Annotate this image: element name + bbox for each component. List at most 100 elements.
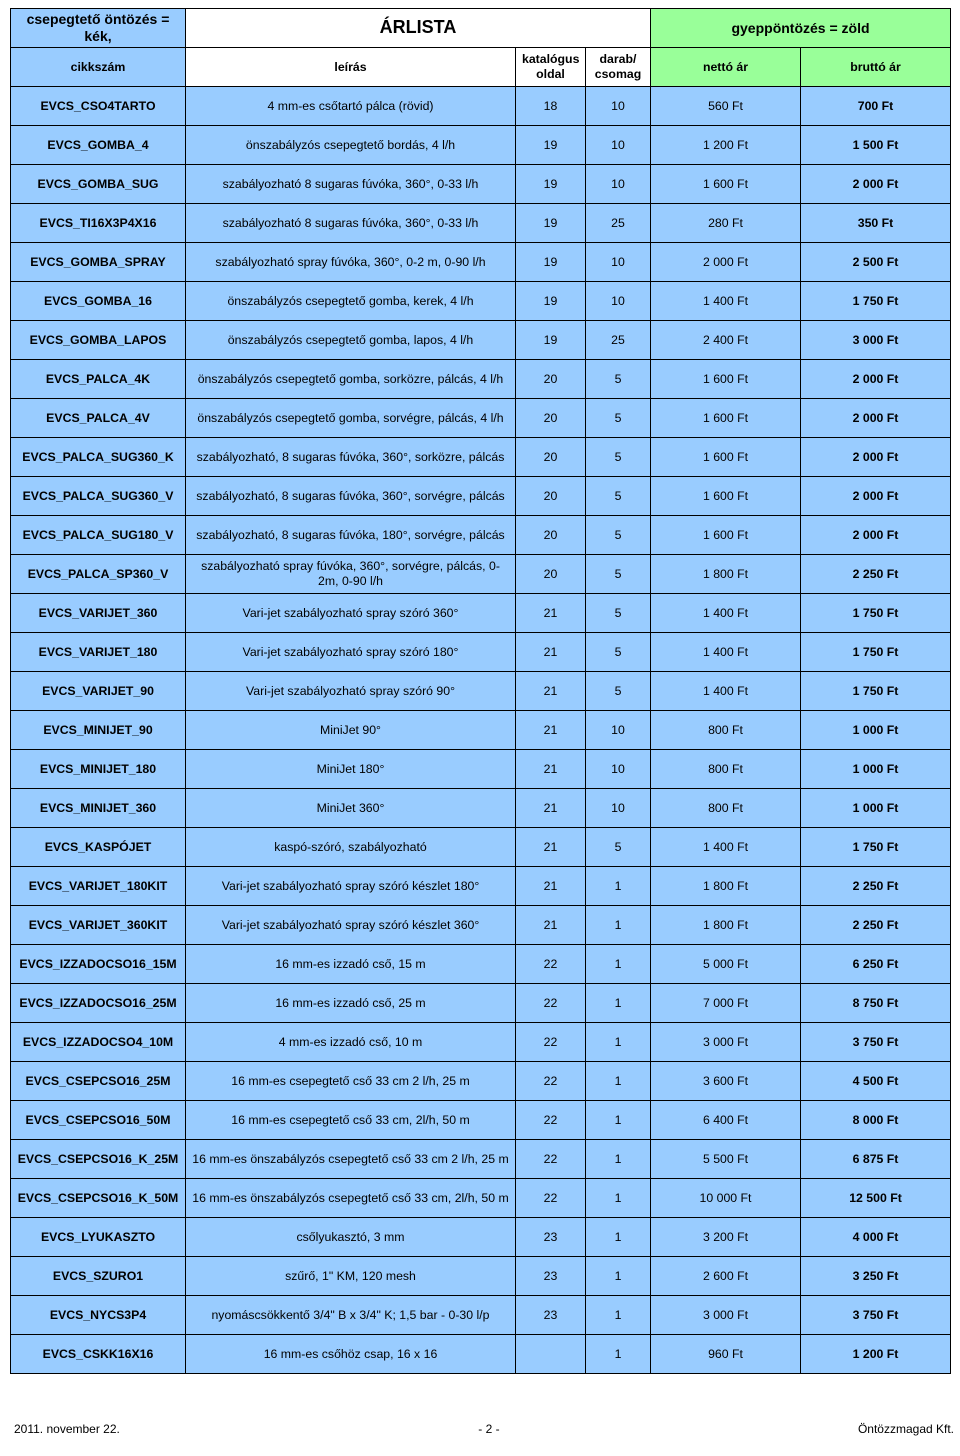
cell-desc: csőlyukasztó, 3 mm (186, 1218, 516, 1257)
cell-pack: 5 (586, 555, 651, 594)
cell-net: 1 400 Ft (651, 282, 801, 321)
table-row: EVCS_NYCS3P4nyomáscsökkentő 3/4" B x 3/4… (11, 1296, 951, 1335)
cell-desc: MiniJet 180° (186, 750, 516, 789)
table-row: EVCS_VARIJET_180KITVari-jet szabályozhat… (11, 867, 951, 906)
cell-page: 19 (516, 165, 586, 204)
table-row: EVCS_MINIJET_180MiniJet 180°2110800 Ft1 … (11, 750, 951, 789)
cell-sku: EVCS_PALCA_4K (11, 360, 186, 399)
table-row: EVCS_VARIJET_90Vari-jet szabályozható sp… (11, 672, 951, 711)
footer-date: 2011. november 22. (14, 1422, 120, 1436)
legend-drip: csepegtető öntözés = kék, (11, 9, 186, 48)
cell-gross: 3 000 Ft (801, 321, 951, 360)
table-row: EVCS_LYUKASZTOcsőlyukasztó, 3 mm2313 200… (11, 1218, 951, 1257)
table-body: EVCS_CSO4TARTO4 mm-es csőtartó pálca (rö… (11, 87, 951, 1374)
cell-page: 21 (516, 594, 586, 633)
cell-desc: 4 mm-es izzadó cső, 10 m (186, 1023, 516, 1062)
cell-net: 3 200 Ft (651, 1218, 801, 1257)
table-row: EVCS_VARIJET_180Vari-jet szabályozható s… (11, 633, 951, 672)
cell-gross: 1 750 Ft (801, 828, 951, 867)
cell-sku: EVCS_VARIJET_90 (11, 672, 186, 711)
cell-page: 21 (516, 750, 586, 789)
cell-net: 10 000 Ft (651, 1179, 801, 1218)
footer-pagenum: - 2 - (478, 1422, 499, 1436)
cell-desc: 16 mm-es csepegtető cső 33 cm, 2l/h, 50 … (186, 1101, 516, 1140)
table-row: EVCS_IZZADOCSO16_15M16 mm-es izzadó cső,… (11, 945, 951, 984)
cell-desc: önszabályzós csepegtető gomba, lapos, 4 … (186, 321, 516, 360)
cell-gross: 1 750 Ft (801, 282, 951, 321)
cell-gross: 1 200 Ft (801, 1335, 951, 1374)
cell-gross: 3 750 Ft (801, 1296, 951, 1335)
cell-pack: 5 (586, 438, 651, 477)
cell-desc: nyomáscsökkentő 3/4" B x 3/4" K; 1,5 bar… (186, 1296, 516, 1335)
cell-pack: 5 (586, 399, 651, 438)
cell-page: 19 (516, 282, 586, 321)
cell-desc: szabályozható spray fúvóka, 360°, 0-2 m,… (186, 243, 516, 282)
cell-gross: 3 250 Ft (801, 1257, 951, 1296)
cell-net: 2 600 Ft (651, 1257, 801, 1296)
price-table: csepegtető öntözés = kék, ÁRLISTA gyeppö… (10, 8, 951, 1374)
table-row: EVCS_GOMBA_LAPOSönszabályzós csepegtető … (11, 321, 951, 360)
cell-sku: EVCS_NYCS3P4 (11, 1296, 186, 1335)
cell-pack: 25 (586, 321, 651, 360)
cell-page: 22 (516, 1062, 586, 1101)
cell-gross: 2 000 Ft (801, 360, 951, 399)
cell-net: 1 400 Ft (651, 633, 801, 672)
cell-gross: 6 250 Ft (801, 945, 951, 984)
table-row: EVCS_GOMBA_SPRAYszabályozható spray fúvó… (11, 243, 951, 282)
cell-desc: szabályozható, 8 sugaras fúvóka, 360°, s… (186, 438, 516, 477)
table-row: EVCS_SZURO1szűrő, 1" KM, 120 mesh2312 60… (11, 1257, 951, 1296)
cell-desc: önszabályzós csepegtető gomba, sorvégre,… (186, 399, 516, 438)
cell-desc: önszabályzós csepegtető gomba, sorközre,… (186, 360, 516, 399)
cell-page: 23 (516, 1296, 586, 1335)
cell-page: 22 (516, 984, 586, 1023)
cell-pack: 10 (586, 126, 651, 165)
cell-sku: EVCS_VARIJET_360 (11, 594, 186, 633)
cell-page: 20 (516, 438, 586, 477)
cell-gross: 4 000 Ft (801, 1218, 951, 1257)
cell-net: 1 600 Ft (651, 516, 801, 555)
cell-net: 2 400 Ft (651, 321, 801, 360)
cell-pack: 1 (586, 1062, 651, 1101)
cell-desc: 4 mm-es csőtartó pálca (rövid) (186, 87, 516, 126)
cell-page: 22 (516, 1101, 586, 1140)
cell-gross: 4 500 Ft (801, 1062, 951, 1101)
cell-page: 19 (516, 204, 586, 243)
cell-net: 1 600 Ft (651, 399, 801, 438)
cell-desc: szabályozható 8 sugaras fúvóka, 360°, 0-… (186, 165, 516, 204)
cell-sku: EVCS_GOMBA_LAPOS (11, 321, 186, 360)
col-desc: leírás (186, 48, 516, 87)
cell-sku: EVCS_PALCA_4V (11, 399, 186, 438)
cell-net: 3 600 Ft (651, 1062, 801, 1101)
cell-gross: 1 000 Ft (801, 750, 951, 789)
cell-page: 22 (516, 1179, 586, 1218)
cell-gross: 2 000 Ft (801, 399, 951, 438)
cell-net: 1 400 Ft (651, 594, 801, 633)
cell-desc: 16 mm-es önszabályzós csepegtető cső 33 … (186, 1179, 516, 1218)
cell-desc: 16 mm-es önszabályzós csepegtető cső 33 … (186, 1140, 516, 1179)
cell-page: 20 (516, 516, 586, 555)
cell-net: 960 Ft (651, 1335, 801, 1374)
cell-pack: 1 (586, 1179, 651, 1218)
cell-net: 3 000 Ft (651, 1023, 801, 1062)
table-row: EVCS_GOMBA_SUGszabályozható 8 sugaras fú… (11, 165, 951, 204)
cell-gross: 3 750 Ft (801, 1023, 951, 1062)
cell-gross: 8 000 Ft (801, 1101, 951, 1140)
cell-page: 20 (516, 399, 586, 438)
table-row: EVCS_CSO4TARTO4 mm-es csőtartó pálca (rö… (11, 87, 951, 126)
cell-sku: EVCS_GOMBA_4 (11, 126, 186, 165)
cell-page: 21 (516, 633, 586, 672)
cell-sku: EVCS_VARIJET_360KIT (11, 906, 186, 945)
cell-desc: kaspó-szóró, szabályozható (186, 828, 516, 867)
cell-page: 22 (516, 1023, 586, 1062)
cell-desc: Vari-jet szabályozható spray szóró 180° (186, 633, 516, 672)
cell-page: 20 (516, 360, 586, 399)
cell-page: 23 (516, 1218, 586, 1257)
cell-net: 280 Ft (651, 204, 801, 243)
table-row: EVCS_KASPÓJETkaspó-szóró, szabályozható2… (11, 828, 951, 867)
cell-pack: 10 (586, 750, 651, 789)
cell-desc: önszabályzós csepegtető gomba, kerek, 4 … (186, 282, 516, 321)
table-row: EVCS_PALCA_SUG360_Vszabályozható, 8 suga… (11, 477, 951, 516)
cell-net: 1 800 Ft (651, 867, 801, 906)
cell-desc: Vari-jet szabályozható spray szóró 90° (186, 672, 516, 711)
cell-pack: 1 (586, 1257, 651, 1296)
